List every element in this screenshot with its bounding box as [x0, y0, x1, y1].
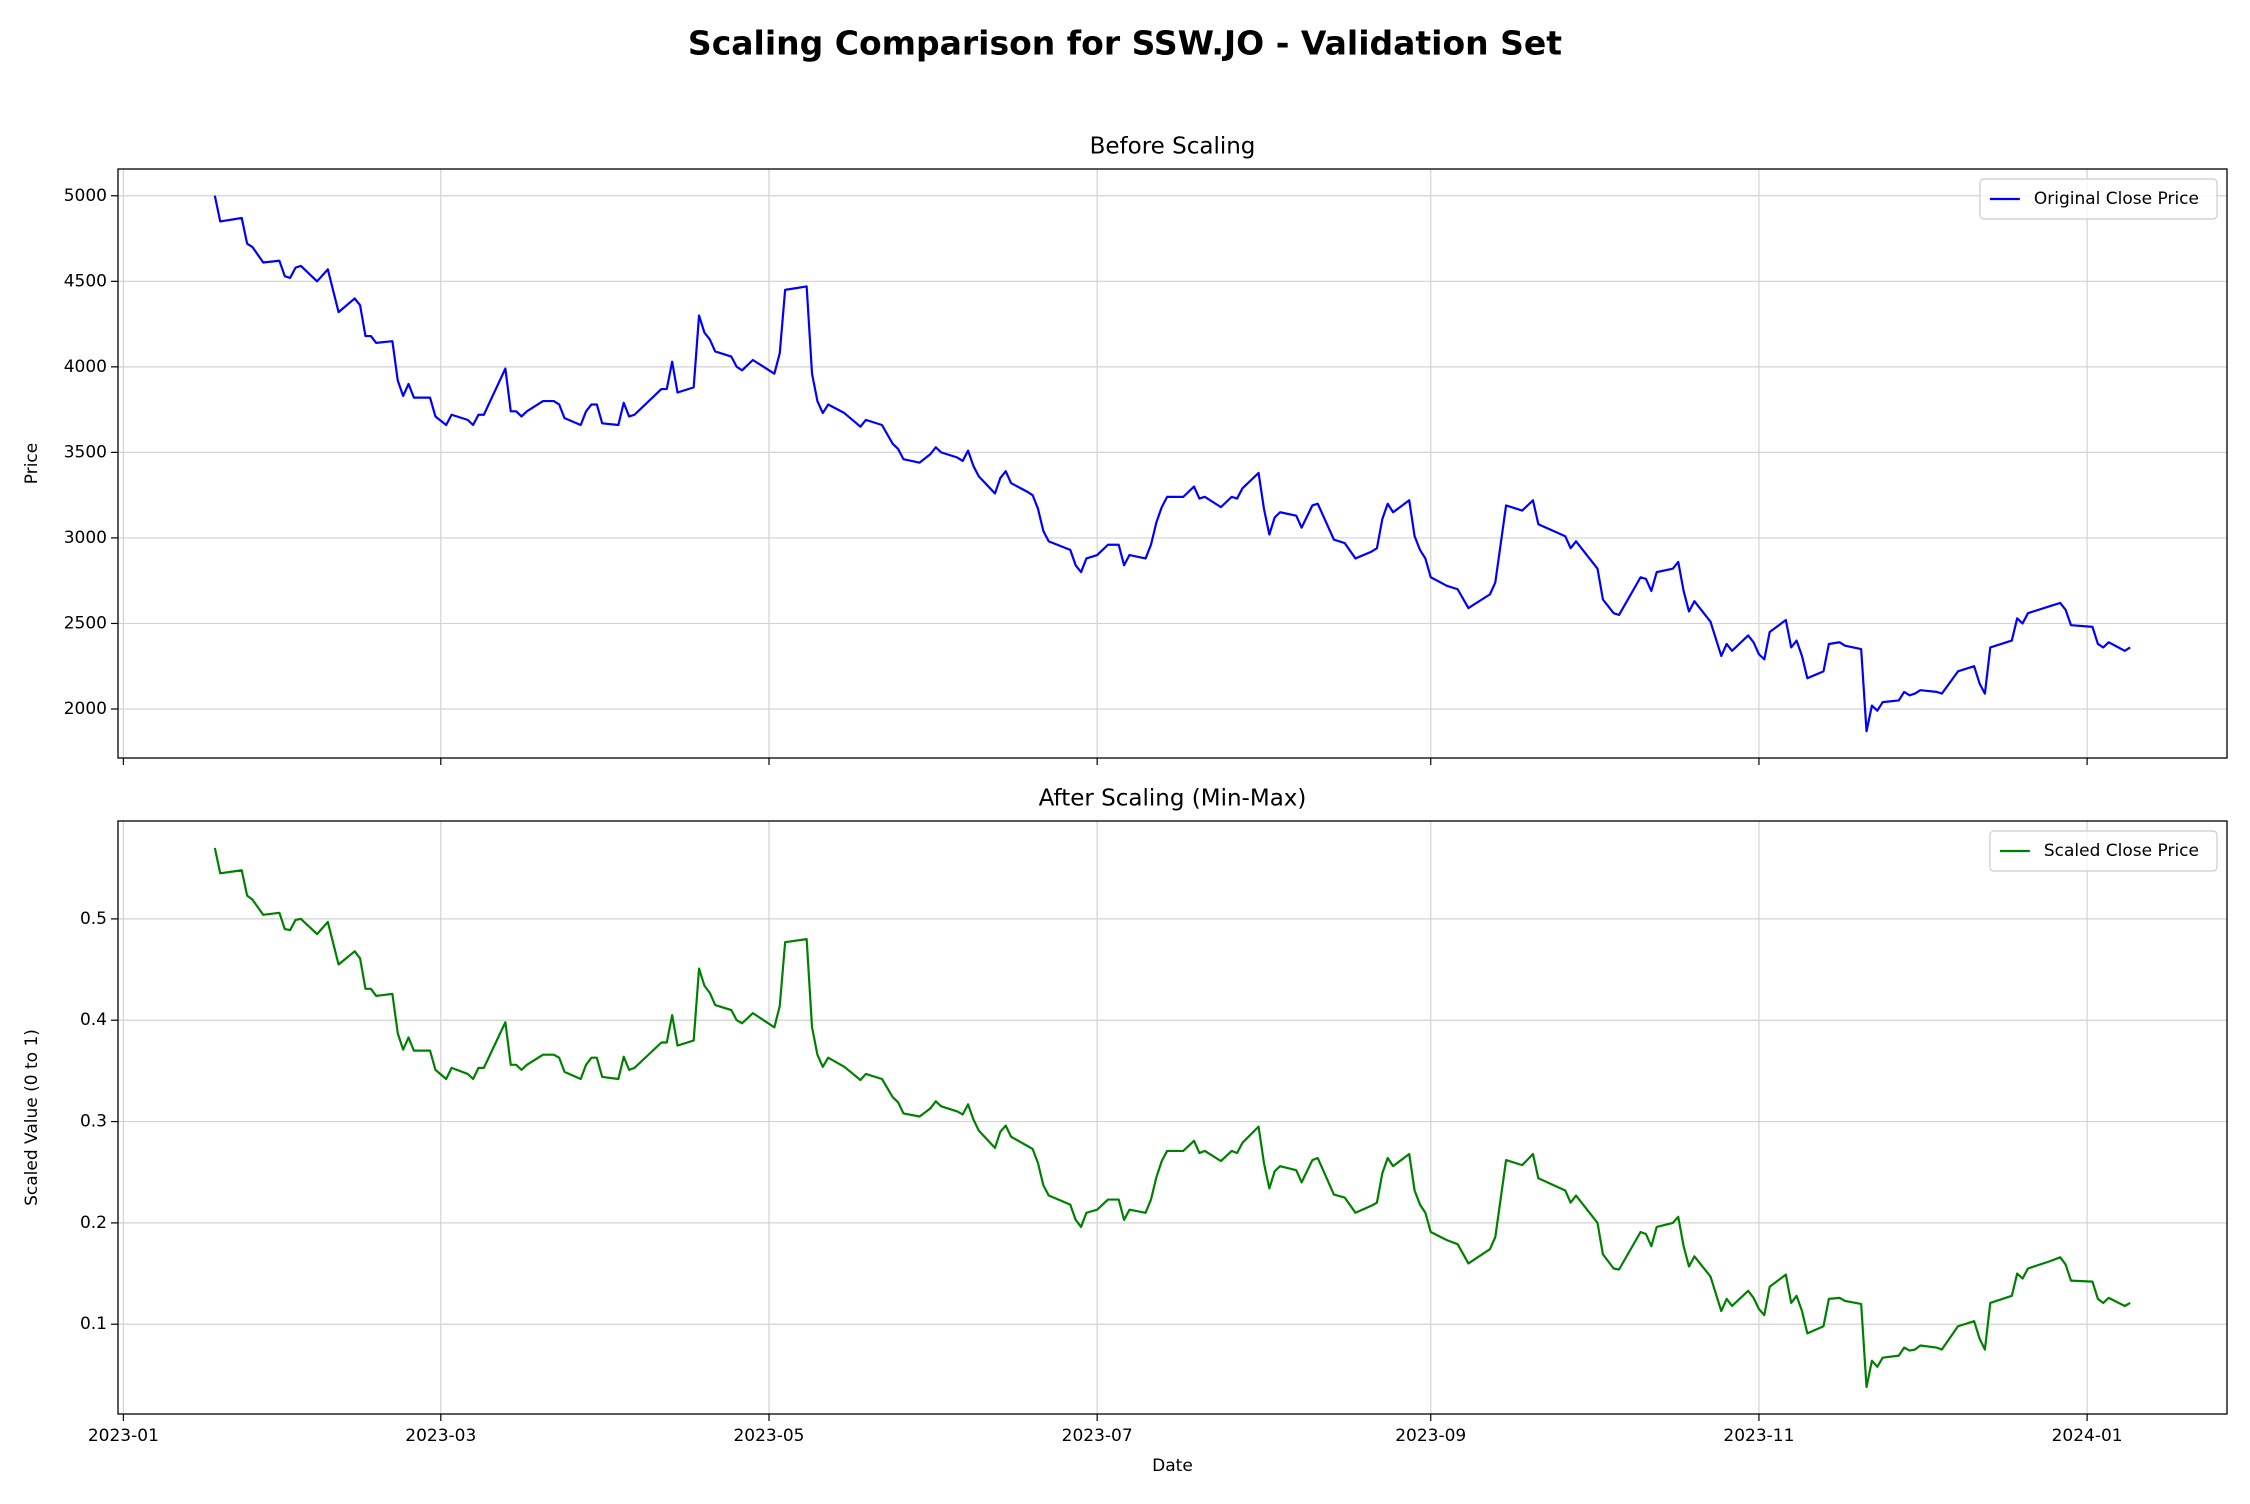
x-tick-label: 2023-09: [1395, 1426, 1466, 1446]
axes-frame: [117, 820, 2228, 1415]
x-tick-label: 2023-07: [1062, 1426, 1133, 1446]
axes-title: After Scaling (Min-Max): [1039, 786, 1307, 812]
x-tick-label: 2024-01: [2052, 1426, 2123, 1446]
legend-box: [1989, 830, 2218, 872]
legend: Original Close Price: [1979, 178, 2218, 220]
legend: Scaled Close Price: [1989, 830, 2218, 872]
legend-label: Original Close Price: [2034, 189, 2199, 209]
x-tick-label: 2023-01: [88, 1426, 159, 1446]
axes-frame: [117, 168, 2228, 759]
y-tick-label: 3500: [64, 442, 107, 462]
x-tick-label: 2023-03: [405, 1426, 476, 1446]
legend-box: [1979, 178, 2218, 220]
series-line: [213, 195, 2131, 733]
y-tick-label: 5000: [64, 186, 107, 206]
y-tick-label: 4500: [64, 271, 107, 291]
x-axis-label: Date: [1152, 1456, 1193, 1476]
y-tick-label: 0.2: [80, 1213, 107, 1233]
figure-title: Scaling Comparison for SSW.JO - Validati…: [688, 24, 1562, 63]
x-tick-label: 2023-05: [733, 1426, 804, 1446]
y-tick-label: 4000: [64, 357, 107, 377]
axes-title: Before Scaling: [1090, 134, 1256, 160]
y-tick-label: 0.4: [80, 1010, 107, 1030]
y-tick-label: 3000: [64, 528, 107, 548]
y-axis-label: Scaled Value (0 to 1): [22, 1029, 42, 1206]
y-tick-label: 0.1: [80, 1314, 107, 1334]
legend-label: Scaled Close Price: [2044, 841, 2199, 861]
x-tick-label: 2023-11: [1723, 1426, 1794, 1446]
y-tick-label: 0.3: [80, 1112, 107, 1132]
y-axis-label: Price: [22, 443, 42, 484]
series-line: [213, 847, 2131, 1389]
y-tick-label: 2000: [64, 699, 107, 719]
y-tick-label: 0.5: [80, 909, 107, 929]
y-tick-label: 2500: [64, 613, 107, 633]
